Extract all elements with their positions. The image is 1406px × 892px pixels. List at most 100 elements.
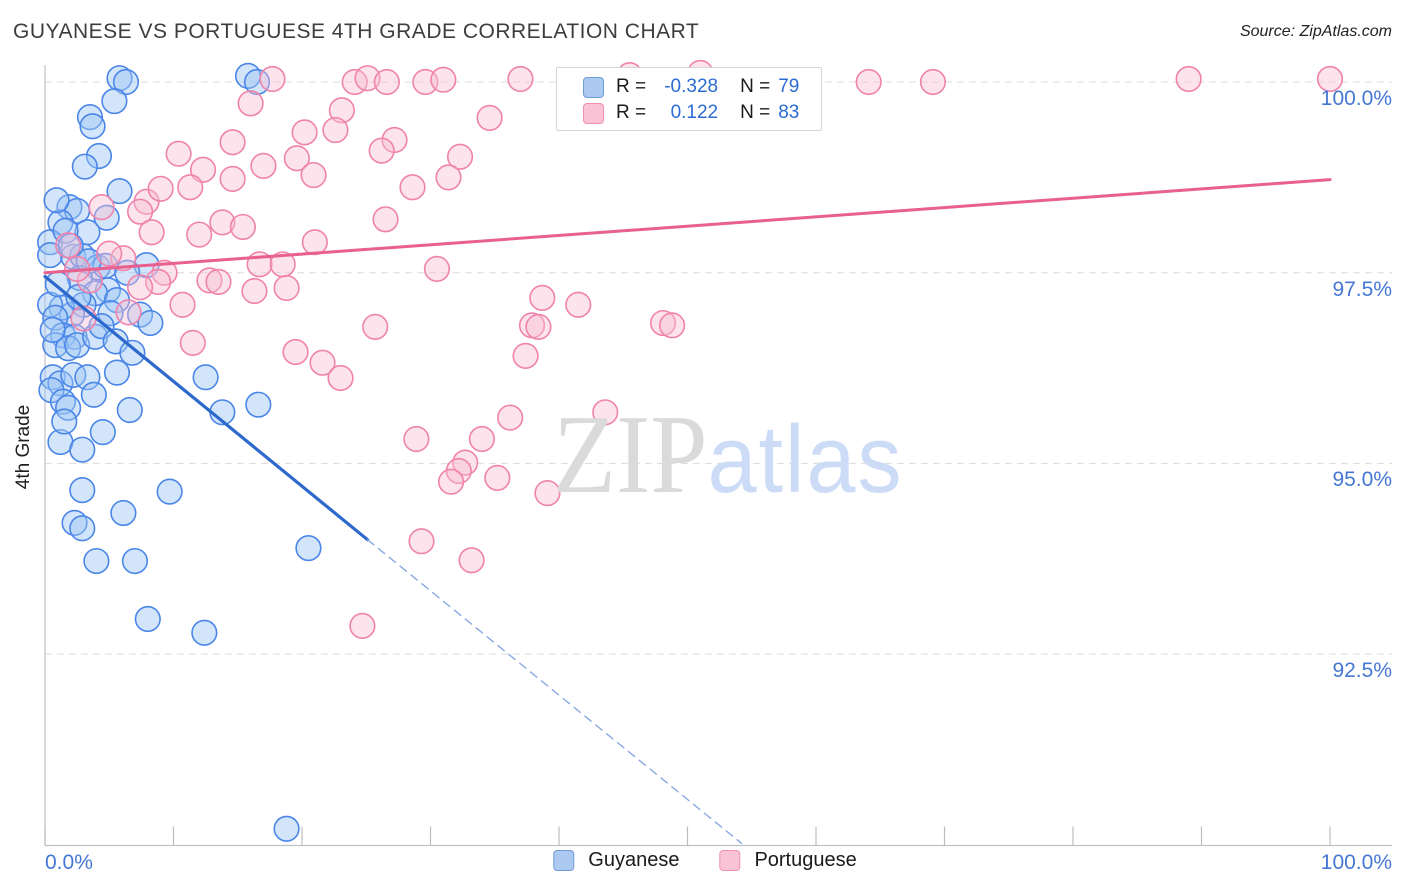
data-point-portuguese xyxy=(229,213,256,241)
data-point-guyanese xyxy=(71,153,98,180)
data-point-portuguese xyxy=(88,193,115,221)
data-point-portuguese xyxy=(309,349,336,376)
legend-item-portuguese: Portuguese xyxy=(719,849,857,872)
data-point-guyanese xyxy=(39,316,66,344)
data-point-portuguese xyxy=(328,97,355,124)
data-point-portuguese xyxy=(177,174,204,201)
data-point-portuguese xyxy=(354,65,381,92)
data-point-guyanese xyxy=(85,142,113,170)
portuguese-swatch-icon xyxy=(583,102,604,124)
data-point-portuguese xyxy=(300,161,327,189)
data-point-guyanese xyxy=(103,359,131,386)
correlation-legend-box: R = -0.328 N = 79 R = 0.122 N = 83 xyxy=(556,67,822,131)
data-point-guyanese xyxy=(43,187,70,214)
data-point-portuguese xyxy=(55,232,82,259)
data-point-portuguese xyxy=(408,528,435,555)
data-point-portuguese xyxy=(196,267,223,294)
data-point-guyanese xyxy=(110,499,137,527)
data-point-portuguese xyxy=(259,65,286,93)
data-point-guyanese xyxy=(37,291,64,318)
data-point-portuguese xyxy=(435,164,462,191)
data-point-portuguese xyxy=(362,313,389,340)
data-point-guyanese xyxy=(89,419,116,446)
data-point-guyanese xyxy=(101,87,128,115)
data-point-portuguese xyxy=(237,90,264,117)
data-point-portuguese xyxy=(147,175,174,202)
data-point-portuguese xyxy=(423,255,451,282)
data-point-portuguese xyxy=(484,464,511,491)
data-point-portuguese xyxy=(241,277,268,305)
data-point-portuguese xyxy=(437,468,465,495)
data-point-portuguese xyxy=(468,425,496,453)
data-point-portuguese xyxy=(110,245,137,272)
data-point-portuguese xyxy=(349,612,376,639)
data-point-portuguese xyxy=(1175,65,1202,93)
data-point-portuguese xyxy=(165,140,192,167)
data-point-guyanese xyxy=(76,103,104,131)
x-axis-max-label: 100.0% xyxy=(1320,851,1392,874)
data-point-portuguese xyxy=(525,313,552,340)
data-point-portuguese xyxy=(512,342,539,369)
legend-row-portuguese: R = 0.122 N = 83 xyxy=(583,100,821,126)
y-tick-label-92.5%: 92.5% xyxy=(1332,659,1392,683)
data-point-portuguese xyxy=(476,104,503,131)
data-point-portuguese xyxy=(458,547,485,574)
r-value-guyanese: -0.328 xyxy=(664,76,719,97)
data-point-portuguese xyxy=(126,198,154,225)
trend-line-portuguese-solid xyxy=(43,178,1332,275)
r-label: R = xyxy=(616,102,647,123)
data-point-portuguese xyxy=(658,312,686,339)
data-point-guyanese xyxy=(112,68,140,96)
data-point-guyanese xyxy=(191,619,218,646)
data-point-portuguese xyxy=(273,274,300,302)
portuguese-swatch-icon xyxy=(719,850,741,871)
data-point-portuguese xyxy=(372,206,399,233)
data-point-guyanese xyxy=(69,476,96,504)
r-value-portuguese: 0.122 xyxy=(670,102,719,123)
data-point-guyanese xyxy=(295,534,322,562)
data-point-portuguese xyxy=(322,116,349,144)
n-value-guyanese: 79 xyxy=(778,76,800,97)
data-point-portuguese xyxy=(282,338,309,366)
data-point-portuguese xyxy=(855,68,882,96)
data-point-portuguese xyxy=(368,137,395,164)
data-point-portuguese xyxy=(138,219,165,246)
data-point-guyanese xyxy=(273,815,300,842)
data-point-portuguese xyxy=(1316,65,1344,93)
data-point-portuguese xyxy=(565,291,592,318)
data-point-portuguese xyxy=(115,299,142,326)
data-point-portuguese xyxy=(219,165,246,192)
data-point-portuguese xyxy=(327,364,354,392)
legend-row-guyanese: R = -0.328 N = 79 xyxy=(583,74,821,100)
chart-title: GUYANESE VS PORTUGUESE 4TH GRADE CORRELA… xyxy=(13,20,700,43)
data-point-portuguese xyxy=(169,291,196,318)
data-point-guyanese xyxy=(119,339,146,366)
data-point-portuguese xyxy=(283,145,310,172)
data-point-guyanese xyxy=(121,547,149,575)
data-point-portuguese xyxy=(430,66,457,93)
data-point-portuguese xyxy=(507,65,534,93)
data-point-portuguese xyxy=(403,425,430,453)
data-point-guyanese xyxy=(116,396,143,424)
x-axis-min-label: 0.0% xyxy=(45,851,93,874)
y-tick-label-100.0%: 100.0% xyxy=(1320,87,1392,110)
n-value-portuguese: 83 xyxy=(778,102,800,123)
data-point-portuguese xyxy=(529,284,556,311)
data-point-guyanese xyxy=(74,364,101,391)
series-legend: Guyanese Portuguese xyxy=(553,849,857,872)
data-point-portuguese xyxy=(592,399,619,426)
data-point-portuguese xyxy=(534,480,561,507)
data-point-portuguese xyxy=(209,209,236,236)
data-point-portuguese xyxy=(126,274,154,301)
guyanese-swatch-icon xyxy=(553,850,575,871)
data-point-guyanese xyxy=(134,605,161,633)
legend-label-guyanese: Guyanese xyxy=(588,849,680,871)
data-point-guyanese xyxy=(156,478,183,505)
data-point-portuguese xyxy=(179,329,206,356)
trend-line-guyanese-dashed xyxy=(366,538,743,844)
data-point-guyanese xyxy=(69,436,96,463)
data-point-portuguese xyxy=(301,229,328,256)
data-point-guyanese xyxy=(69,515,96,542)
